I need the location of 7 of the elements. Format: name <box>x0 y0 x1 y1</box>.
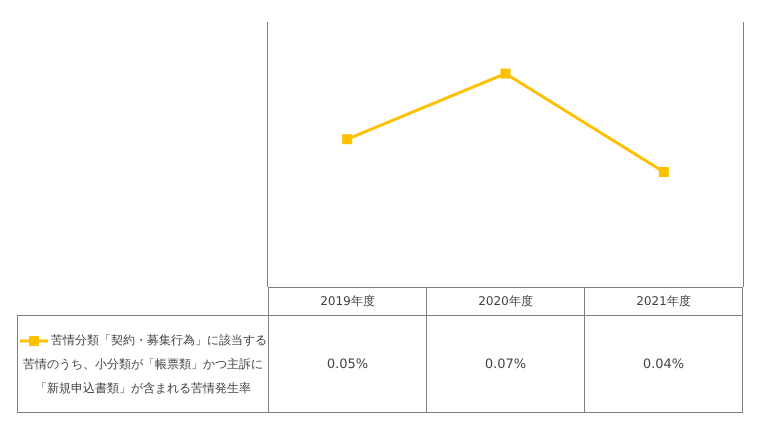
legend-label: 苦情分類「契約・募集行為」に該当する苦情のうち、小分類が「帳票類」かつ主訴に「新規申込書類」が含まれる苦情発生率 <box>18 316 268 412</box>
x-tick-label: 2021年度 <box>584 288 742 316</box>
data-label: 0.05% <box>268 316 426 412</box>
data-label: 0.04% <box>584 316 742 412</box>
data-label: 0.07% <box>426 316 584 412</box>
x-tick-label: 2019年度 <box>268 288 426 316</box>
x-tick-label: 2020年度 <box>426 288 584 316</box>
